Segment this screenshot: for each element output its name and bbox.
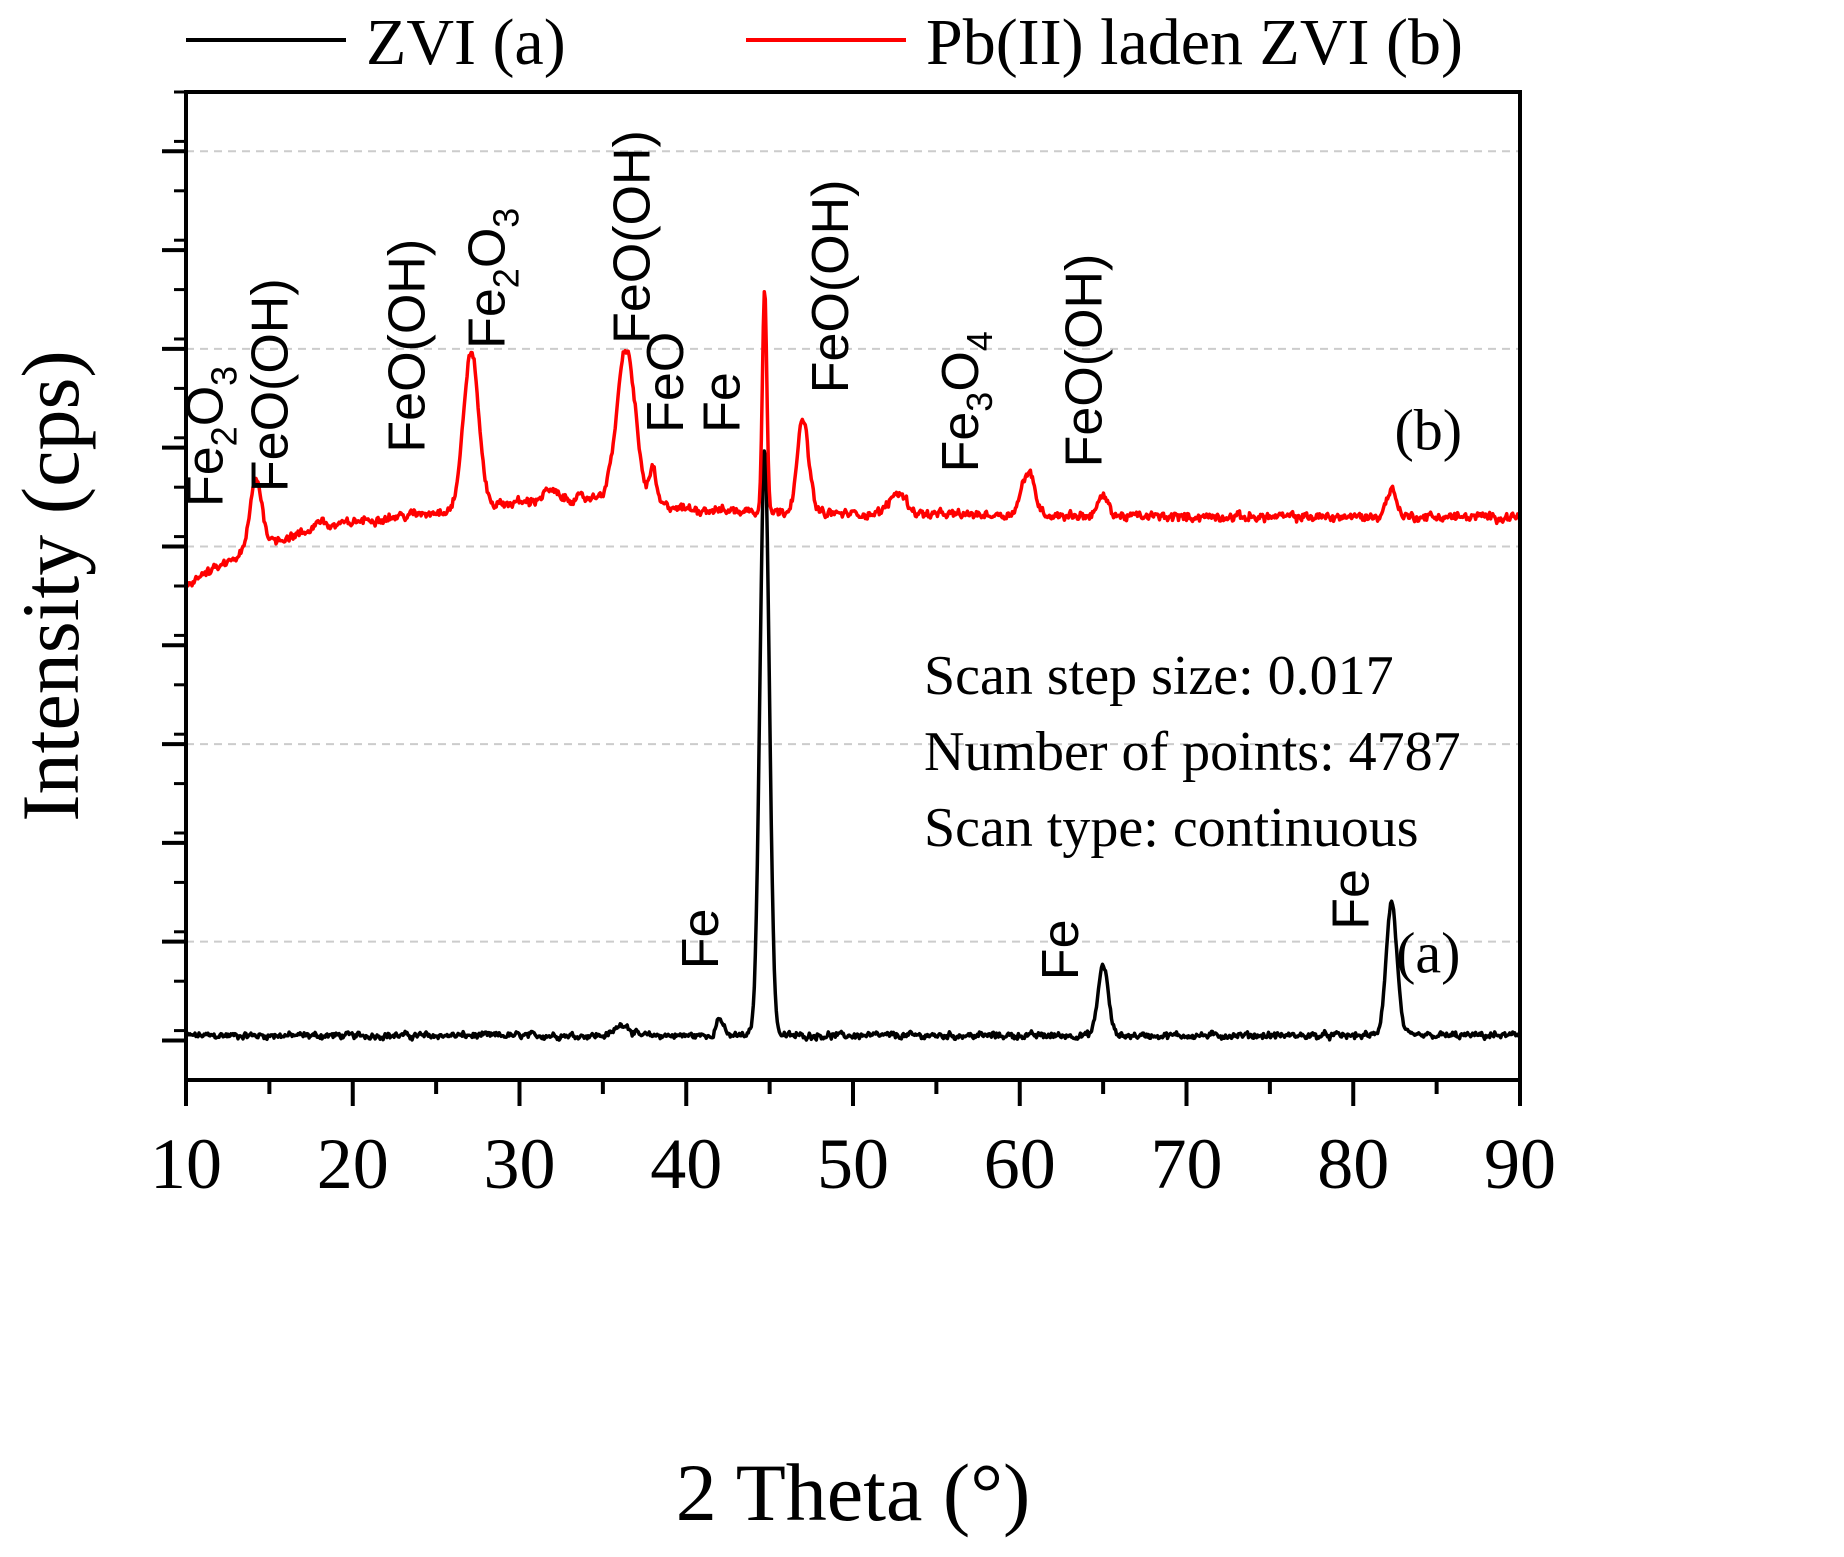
x-tick-label: 60 — [984, 1124, 1056, 1204]
x-axis-label: 2 Theta (°) — [676, 1447, 1031, 1538]
y-axis-label: Intensity (cps) — [5, 350, 96, 821]
series-layer — [184, 289, 1522, 1042]
peak-annotation: Fe2O3 — [177, 366, 245, 507]
x-tick-label: 30 — [484, 1124, 556, 1204]
peak-annotation: Fe2O3 — [459, 208, 527, 349]
scan-step-size-text: Scan step size: 0.017 — [924, 645, 1394, 707]
peak-annotation: Fe — [694, 372, 752, 433]
peak-annotation: FeO(OH) — [242, 278, 300, 492]
x-tick-label: 50 — [817, 1124, 889, 1204]
peak-annotation: FeO(OH) — [604, 130, 662, 344]
curve-label-a: (a) — [1396, 920, 1460, 985]
x-tick-labels: 10 20 30 40 50 60 70 80 90 — [150, 1124, 1556, 1204]
scan-info: Scan step size: 0.017 Number of points: … — [924, 645, 1461, 859]
number-of-points-text: Number of points: 4787 — [924, 721, 1461, 783]
series-b-line — [185, 289, 1522, 588]
peak-annotation: FeO — [637, 332, 695, 433]
legend-label-pb-laden-zvi: Pb(II) laden ZVI (b) — [926, 6, 1463, 79]
scan-type-text: Scan type: continuous — [924, 797, 1419, 859]
peak-annotation: Fe — [1322, 869, 1380, 930]
grid-layer — [186, 150, 1520, 943]
peak-annotation: FeO(OH) — [802, 180, 860, 394]
curve-label-b: (b) — [1394, 398, 1462, 463]
peak-annotation: FeO(OH) — [1056, 254, 1114, 468]
x-tick-label: 80 — [1317, 1124, 1389, 1204]
peak-annotation: FeO(OH) — [379, 239, 437, 453]
ticks-layer — [162, 90, 1522, 1106]
x-tick-label: 20 — [317, 1124, 389, 1204]
peak-annotation: Fe — [672, 909, 730, 970]
x-tick-label: 40 — [650, 1124, 722, 1204]
legend-label-zvi: ZVI (a) — [366, 6, 566, 79]
legend: ZVI (a) Pb(II) laden ZVI (b) — [186, 6, 1463, 79]
peak-annotation: Fe — [1032, 920, 1090, 981]
x-tick-label: 70 — [1151, 1124, 1223, 1204]
x-tick-label: 90 — [1484, 1124, 1556, 1204]
peak-annotation: Fe3O4 — [932, 331, 1000, 472]
series-a-line — [184, 449, 1521, 1042]
x-tick-label: 10 — [150, 1124, 222, 1204]
